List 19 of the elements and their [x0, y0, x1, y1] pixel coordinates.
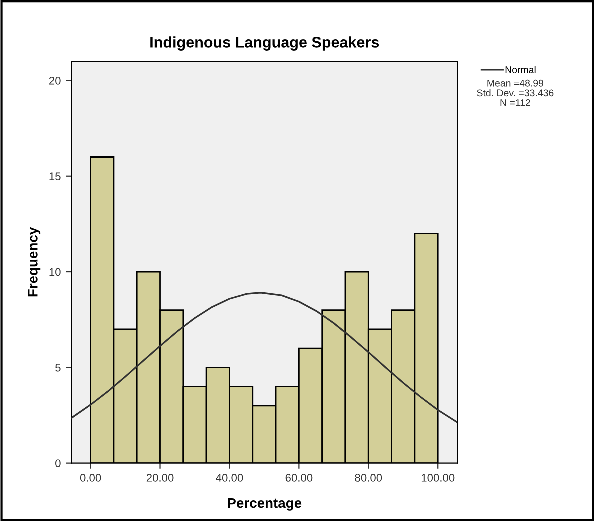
x-tick-label: 40.00	[216, 474, 244, 482]
legend-label: Normal	[506, 66, 536, 74]
y-tick-label: 15	[50, 172, 61, 181]
line-series	[72, 292, 458, 424]
x-tick-label: 80.00	[355, 474, 382, 482]
x-tick-label: 20.00	[146, 474, 174, 482]
y-tick-label: 20	[49, 76, 61, 85]
x-axis-title: Percentage	[228, 498, 302, 511]
y-axis-title: Frequency	[28, 227, 41, 297]
text: Mean =48.99	[488, 80, 544, 87]
x-tick-label: 60.00	[286, 474, 313, 482]
text: N =112	[500, 99, 530, 106]
chart-title: Indigenous Language Speakers	[150, 36, 380, 51]
x-tick-label: 100.00	[422, 474, 455, 482]
y-tick-label: 5	[56, 364, 61, 372]
x-tick-label: 0.00	[80, 474, 102, 482]
y-tick-label: 0	[56, 460, 61, 468]
text: Std. Dev. =33.436	[477, 89, 554, 97]
y-tick-label: 10	[50, 268, 61, 276]
